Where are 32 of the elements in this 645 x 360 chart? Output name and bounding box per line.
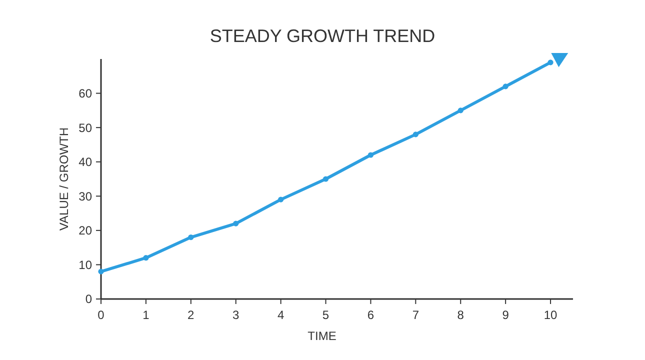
point [548,60,554,66]
point [458,108,464,114]
y-tick-label: 0 [85,292,92,306]
point [368,152,374,158]
y-tick-label: 60 [78,86,92,100]
point [98,268,104,274]
y-tick-label: 30 [78,189,92,204]
y-tick-label: 20 [78,224,92,238]
point [278,196,284,202]
point [322,176,329,182]
point [188,234,194,240]
y-tick-label: 50 [78,120,92,135]
x-tick-label: 0 [98,308,105,322]
x-tick-label: 5 [322,308,330,322]
x-tick-label: 8 [457,308,464,322]
x-axis-title: TIME [308,329,336,343]
x-tick-label: 6 [367,308,374,322]
chart-title: STEADY GROWTH TREND [210,26,436,46]
point [233,220,239,226]
x-tick-label: 7 [412,308,420,322]
point [412,132,418,138]
x-tick-label: 10 [544,308,558,322]
y-tick-label: 40 [78,155,92,170]
x-tick-label: 3 [232,308,240,322]
point [143,255,149,261]
x-tick-label: 1 [142,308,150,322]
point [502,84,508,90]
y-tick-label: 10 [78,258,92,272]
y-axis-title: VALUE / GROWTH [57,127,71,231]
x-tick-label: 4 [277,308,284,322]
x-tick-label: 2 [188,308,195,322]
x-tick-label: 9 [502,308,510,322]
